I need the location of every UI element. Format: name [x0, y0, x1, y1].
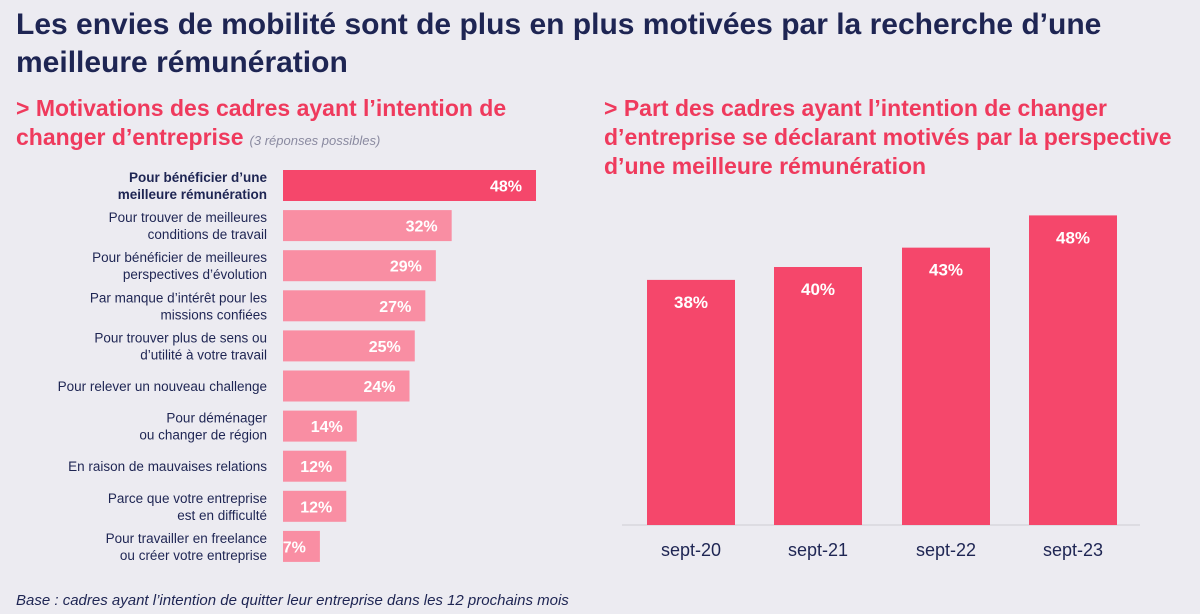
motivation-value-label: 12%: [300, 459, 332, 476]
motivation-category-label: conditions de travail: [148, 227, 267, 242]
right-chart-subtitle: > Part des cadres ayant l’intention de c…: [604, 95, 1172, 179]
motivation-category-label: perspectives d’évolution: [123, 267, 267, 282]
trend-value-label: 40%: [801, 280, 835, 299]
motivation-category-label: En raison de mauvaises relations: [68, 459, 267, 474]
motivation-bar: [283, 250, 436, 282]
left-subtitle-note: (3 réponses possibles): [249, 133, 381, 148]
motivation-value-label: 48%: [490, 179, 522, 196]
motivation-bar: [283, 170, 536, 201]
motivation-category-label: Pour trouver de meilleures: [109, 210, 268, 225]
motivation-bar: [283, 210, 452, 242]
motivation-bar: [283, 410, 357, 442]
trend-value-label: 48%: [1056, 228, 1090, 247]
left-subtitle-text: > Motivations des cadres ayant l’intenti…: [16, 95, 507, 150]
trend-category-label: sept-21: [788, 540, 848, 560]
motivation-value-label: 24%: [363, 379, 395, 396]
motivation-bar: [283, 530, 320, 562]
motivation-value-label: 14%: [311, 419, 343, 436]
motivation-category-label: meilleure rémunération: [118, 187, 267, 202]
motivation-bar: [283, 290, 426, 322]
motivation-category-label: d’utilité à votre travail: [140, 347, 267, 362]
motivation-category-label: Pour bénéficier d’une: [129, 170, 268, 185]
trend-bar: [1029, 215, 1117, 525]
motivation-category-label: Pour déménager: [166, 411, 267, 426]
motivation-category-label: Pour relever un nouveau challenge: [58, 379, 267, 394]
motivation-category-label: Parce que votre entreprise: [108, 491, 267, 506]
motivation-category-label: Pour trouver plus de sens ou: [94, 330, 267, 345]
motivation-bar: [283, 370, 410, 402]
footer-base-note: Base : cadres ayant l’intention de quitt…: [16, 592, 569, 609]
trend-value-label: 38%: [674, 293, 708, 312]
motivations-bar-chart: 48% Pour bénéficier d’une meilleure rémuné…: [58, 170, 536, 563]
motivation-value-label: 12%: [300, 499, 332, 516]
trend-bar: [774, 267, 862, 525]
trend-bar: [647, 279, 735, 525]
trend-category-label: sept-20: [661, 540, 721, 560]
motivation-category-label: est en difficulté: [177, 508, 267, 523]
trend-category-label: sept-22: [916, 540, 976, 560]
motivation-category-label: ou changer de région: [139, 428, 267, 443]
motivation-category-label: missions confiées: [160, 307, 267, 322]
motivation-bar: [283, 330, 415, 362]
motivation-value-label: 27%: [379, 299, 411, 316]
motivation-category-label: Pour travailler en freelance: [106, 531, 267, 546]
trend-category-label: sept-23: [1043, 540, 1103, 560]
motivation-value-label: 7%: [283, 539, 306, 556]
left-chart-subtitle: > Motivations des cadres ayant l’intenti…: [16, 94, 576, 155]
motivation-category-label: Par manque d’intérêt pour les: [90, 290, 267, 305]
motivation-bar: [283, 450, 347, 482]
trend-bar: [902, 247, 990, 525]
motivation-value-label: 25%: [369, 339, 401, 356]
motivation-bar: [283, 490, 347, 522]
salary-motivation-trend-chart: 38% sept-20 40% sept-21 43% sept-22 48% sept-23: [622, 215, 1140, 560]
motivation-value-label: 32%: [406, 219, 438, 236]
motivation-category-label: Pour bénéficier de meilleures: [92, 250, 267, 265]
motivation-value-label: 29%: [390, 259, 422, 276]
motivation-category-label: ou créer votre entreprise: [120, 548, 267, 563]
trend-value-label: 43%: [929, 261, 963, 280]
page-title: Les envies de mobilité sont de plus en p…: [16, 8, 1102, 79]
